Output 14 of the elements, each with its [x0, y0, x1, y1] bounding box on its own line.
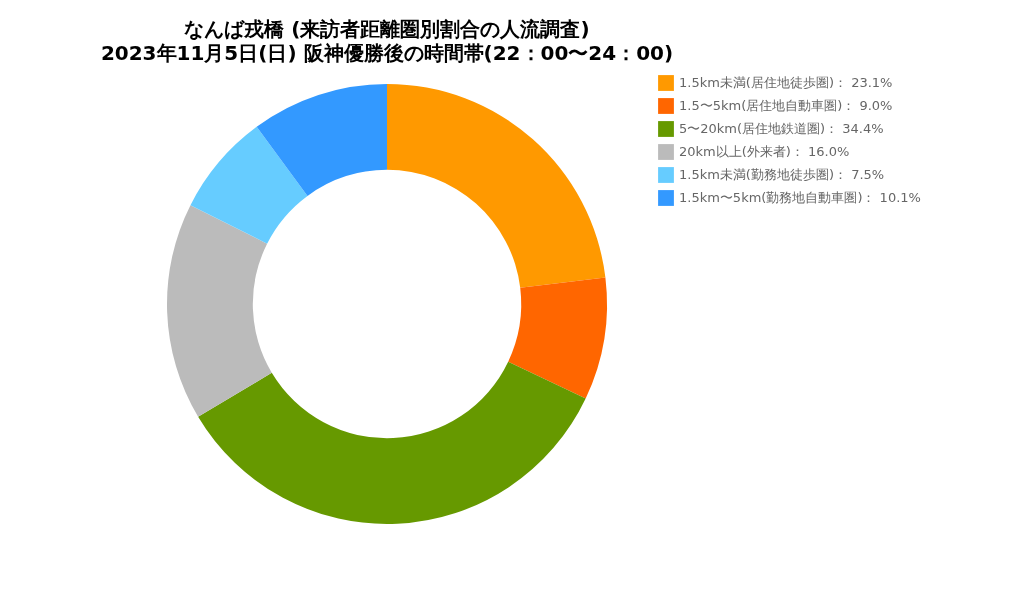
- legend-label: 5〜20km(居住地鉄道圏)： 34.4%: [679, 121, 884, 136]
- legend-label: 1.5km未満(勤務地徒歩圏)： 7.5%: [679, 167, 885, 182]
- chart-title: なんば戎橋 (来訪者距離圏別割合の人流調査): [184, 17, 590, 41]
- legend-label: 1.5〜5km(居住地自動車圏)： 9.0%: [679, 98, 893, 113]
- legend-label: 1.5km〜5km(勤務地自動車圏)： 10.1%: [679, 190, 921, 205]
- donut-slice: [387, 84, 606, 288]
- donut-slice: [508, 277, 607, 399]
- donut-slice: [198, 361, 586, 524]
- donut-slice: [256, 84, 387, 196]
- legend-label: 20km以上(外来者)： 16.0%: [679, 144, 850, 159]
- legend-label: 1.5km未満(居住地徒歩圏)： 23.1%: [679, 75, 893, 90]
- donut-slice: [190, 126, 308, 244]
- donut-slice: [167, 205, 272, 417]
- chart-subtitle: 2023年11月5日(日) 阪神優勝後の時間帯(22：00〜24：00): [100, 41, 674, 65]
